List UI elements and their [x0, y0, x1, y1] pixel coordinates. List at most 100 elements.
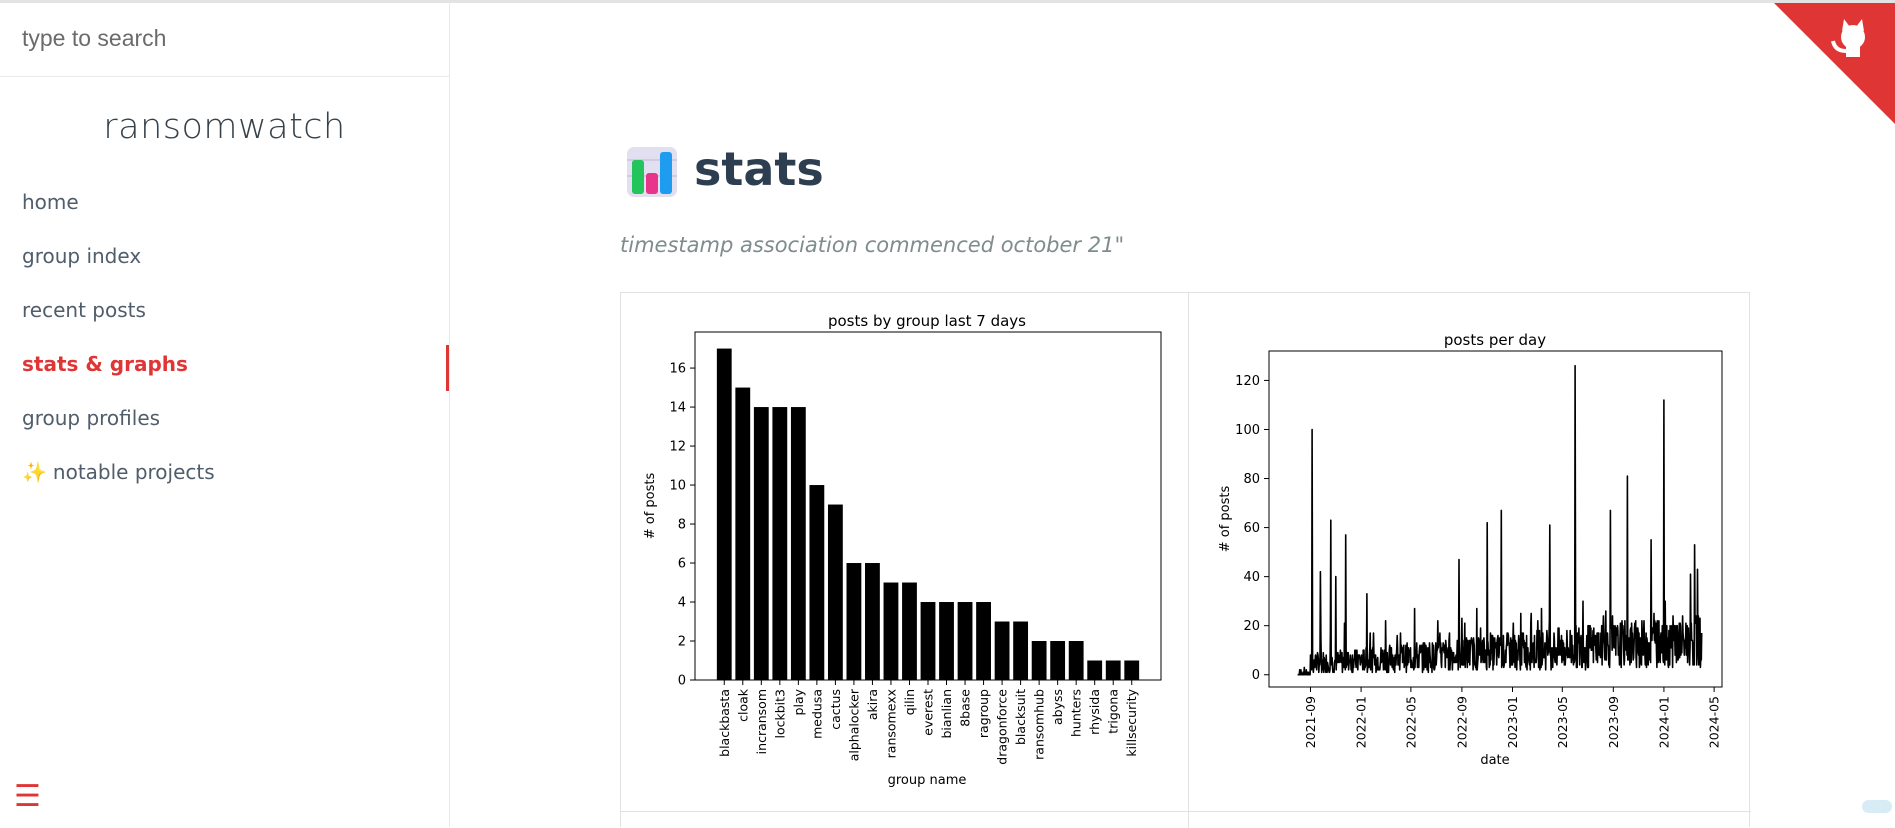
y-tick-label: 100	[1235, 423, 1260, 438]
sidebar-nav: home group index recent posts stats & gr…	[0, 175, 449, 499]
bar-8base	[957, 602, 973, 680]
x-tick-label: play	[791, 688, 806, 715]
bar-cloak	[735, 387, 751, 680]
theme-toggle[interactable]	[1862, 800, 1892, 813]
x-tick-label: 2023-09	[1606, 696, 1621, 748]
sidebar-item-label: recent posts	[22, 298, 146, 322]
table-row-divider	[621, 811, 1751, 812]
y-tick-label: 14	[669, 401, 686, 416]
y-tick-label: 40	[1243, 570, 1260, 585]
y-tick-label: 60	[1243, 521, 1260, 536]
bar-rhysida	[1087, 660, 1103, 680]
x-tick-label: 2022-05	[1403, 696, 1418, 748]
x-tick-label: 2022-01	[1354, 696, 1369, 748]
hamburger-menu-icon[interactable]: ☰	[14, 780, 41, 813]
sidebar-item-stats-graphs[interactable]: stats & graphs	[0, 337, 449, 391]
bar-everest	[920, 602, 936, 680]
bar-ragroup	[976, 602, 991, 680]
bar-killsecurity	[1124, 660, 1140, 680]
y-axis-label: # of posts	[1218, 486, 1233, 553]
bar-blackbasta	[716, 348, 732, 680]
x-tick-label: ransomhub	[1032, 689, 1047, 760]
sidebar: ransomwatch home group index recent post…	[0, 3, 450, 827]
app-name[interactable]: ransomwatch	[103, 107, 346, 147]
x-tick-label: 2021-09	[1303, 696, 1318, 748]
sparkles-icon: ✨	[22, 460, 47, 484]
bar-chart-icon	[627, 147, 677, 197]
y-tick-label: 0	[1252, 668, 1260, 683]
x-tick-label: cactus	[828, 689, 843, 730]
sidebar-item-label: stats & graphs	[22, 352, 188, 376]
sidebar-item-label: group profiles	[22, 406, 161, 430]
table-divider	[1188, 293, 1189, 828]
x-tick-label: killsecurity	[1124, 688, 1139, 756]
bar-play	[790, 407, 806, 680]
charts-table: posts by group last 7 days 0 2 4 6 8 10 12 14 16…	[620, 292, 1751, 828]
bar-ransomhub	[1031, 641, 1047, 680]
y-tick-label: 4	[678, 596, 686, 611]
x-tick-label: rhysida	[1087, 689, 1102, 735]
bar-incransom	[753, 407, 769, 680]
x-tick-label: ransomexx	[883, 689, 898, 758]
page-header: stats	[626, 142, 1126, 202]
sidebar-item-label: group index	[22, 244, 142, 268]
y-tick-label: 8	[678, 518, 686, 533]
posts-series-line	[1297, 364, 1703, 676]
sidebar-item-notable-projects[interactable]: ✨ notable projects	[0, 445, 449, 499]
x-tick-label: 2022-09	[1454, 696, 1469, 748]
page-title: stats	[694, 142, 824, 196]
x-tick-label: ragroup	[976, 689, 991, 738]
y-tick-label: 2	[678, 635, 686, 650]
chart-title: posts per day	[1444, 331, 1546, 349]
sidebar-item-group-index[interactable]: group index	[0, 229, 449, 283]
y-tick-label: 10	[669, 479, 686, 494]
bar-qilin	[902, 582, 917, 680]
sidebar-item-label: home	[22, 190, 79, 214]
x-tick-label: 2023-05	[1555, 696, 1570, 748]
x-tick-label: incransom	[754, 689, 769, 754]
search-input[interactable]	[20, 24, 424, 53]
x-tick-label: cloak	[735, 688, 750, 722]
bar-blacksuit	[1013, 621, 1029, 680]
posts-by-group-chart: posts by group last 7 days 0 2 4 6 8 10 12 14 16…	[643, 312, 1162, 788]
search-bar	[0, 3, 449, 77]
sidebar-item-home[interactable]: home	[0, 175, 449, 229]
bar-cactus	[827, 504, 843, 680]
x-tick-label: 2024-05	[1707, 696, 1722, 748]
y-tick-label: 80	[1243, 472, 1260, 487]
x-tick-label: 2024-01	[1656, 696, 1671, 748]
x-tick-label: blacksuit	[1013, 689, 1028, 745]
x-tick-label: bianlian	[939, 689, 954, 739]
x-tick-label: trigona	[1106, 689, 1121, 734]
chart-title: posts by group last 7 days	[828, 312, 1026, 330]
y-tick-label: 120	[1235, 374, 1260, 389]
y-axis-label: # of posts	[643, 473, 658, 540]
x-tick-label: blackbasta	[717, 689, 732, 757]
bar-lockbit3	[772, 407, 788, 680]
y-tick-label: 6	[678, 557, 686, 572]
bar-alphalocker	[846, 563, 862, 680]
plot-frame	[1268, 350, 1723, 688]
x-tick-label: qilin	[902, 689, 917, 715]
y-tick-label: 0	[678, 674, 686, 689]
y-tick-label: 12	[669, 440, 686, 455]
bar-akira	[865, 563, 880, 680]
y-tick-label: 20	[1243, 619, 1260, 634]
x-tick-label: akira	[865, 689, 880, 720]
sidebar-item-recent-posts[interactable]: recent posts	[0, 283, 449, 337]
x-tick-label: everest	[921, 689, 936, 736]
github-corner-icon[interactable]	[1774, 3, 1895, 124]
bar-bianlian	[939, 602, 954, 680]
x-tick-label: 8base	[958, 689, 973, 727]
x-tick-label: dragonforce	[995, 689, 1010, 765]
sidebar-item-group-profiles[interactable]: group profiles	[0, 391, 449, 445]
page-subtitle: timestamp association commenced october …	[620, 233, 1125, 257]
x-axis-label: date	[1480, 753, 1509, 768]
x-axis-label: group name	[888, 773, 967, 788]
x-tick-label: medusa	[809, 689, 824, 739]
bar-medusa	[809, 485, 825, 680]
top-border	[0, 0, 1895, 3]
bar-abyss	[1050, 641, 1066, 680]
x-tick-label: hunters	[1069, 689, 1084, 737]
bar-trigona	[1105, 660, 1121, 680]
